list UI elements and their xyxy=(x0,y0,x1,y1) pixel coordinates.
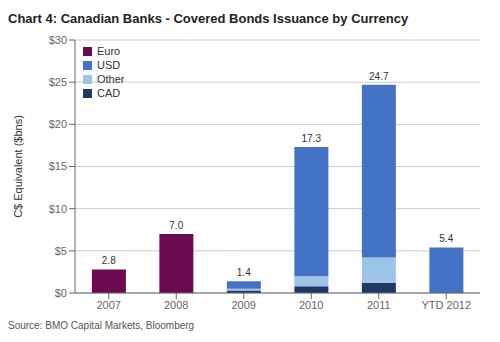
svg-text:C$ Equivalent ($bns): C$ Equivalent ($bns) xyxy=(12,115,24,218)
html-text:Chart 4: Canadian Banks - Cove: Chart 4: Canadian Banks - Covered Bonds … xyxy=(8,11,409,26)
svg-text:2011: 2011 xyxy=(367,299,391,311)
svg-text:7.0: 7.0 xyxy=(169,220,183,231)
svg-text:24.7: 24.7 xyxy=(369,71,389,82)
svg-text:$25: $25 xyxy=(49,76,67,88)
svg-text:YTD 2012: YTD 2012 xyxy=(421,299,471,311)
svg-text:5.4: 5.4 xyxy=(439,233,453,244)
svg-text:17.3: 17.3 xyxy=(302,133,322,144)
svg-text:2009: 2009 xyxy=(232,299,256,311)
svg-text:$0: $0 xyxy=(55,287,67,299)
svg-text:1.4: 1.4 xyxy=(237,267,251,278)
html-text:Other: Other xyxy=(97,73,125,85)
html-text:Euro: Euro xyxy=(97,45,121,57)
svg-text:$20: $20 xyxy=(49,118,67,130)
svg-text:2008: 2008 xyxy=(164,299,188,311)
svg-text:$10: $10 xyxy=(49,203,67,215)
svg-text:2.8: 2.8 xyxy=(102,255,116,266)
svg-text:$15: $15 xyxy=(49,160,67,172)
html-text:CAD: CAD xyxy=(97,87,121,99)
svg-text:2007: 2007 xyxy=(97,299,121,311)
html-text:USD: USD xyxy=(97,59,121,71)
svg-text:$5: $5 xyxy=(55,245,67,257)
svg-text:2010: 2010 xyxy=(299,299,323,311)
svg-text:$30: $30 xyxy=(49,34,67,46)
html-text:Source: BMO Capital Markets, B: Source: BMO Capital Markets, Bloomberg xyxy=(8,320,195,331)
